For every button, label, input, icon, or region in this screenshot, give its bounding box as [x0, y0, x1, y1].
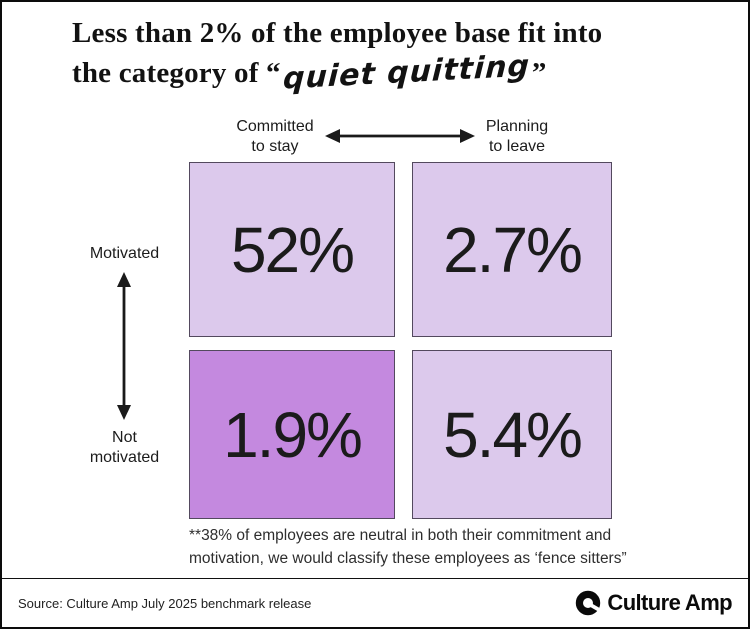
quadrant-notmotivated-committed-highlighted: 1.9%	[189, 350, 395, 519]
quadrant-notmotivated-leaving: 5.4%	[412, 350, 612, 519]
source-text: Source: Culture Amp July 2025 benchmark …	[18, 595, 312, 611]
quadrant-value: 52%	[230, 213, 355, 286]
quote-open: “	[266, 57, 281, 89]
title-line1: Less than 2% of the employee base fit in…	[72, 17, 603, 49]
culture-amp-logo-icon	[576, 590, 602, 616]
title-line2-prefix: the category of	[72, 57, 259, 89]
quadrant-motivated-committed: 52%	[189, 162, 395, 337]
quote-close: ”	[531, 57, 547, 89]
axis-label-committed-to-stay: Committed to stay	[236, 118, 314, 155]
quadrant-value: 5.4%	[443, 398, 583, 471]
axis-label-not-motivated: Not motivated	[89, 429, 160, 466]
axis-label-motivated: Motivated	[89, 245, 160, 262]
horizontal-double-arrow-icon	[325, 129, 475, 143]
culture-amp-logo-text: Culture Amp	[607, 590, 732, 615]
vertical-double-arrow-icon	[117, 272, 131, 420]
quadrant-value: 2.7%	[443, 213, 583, 286]
culture-amp-logo: Culture Amp	[575, 590, 733, 616]
quadrant-value: 1.9%	[223, 398, 363, 471]
footnote: **38% of employees are neutral in both t…	[189, 527, 627, 567]
title-quiet-quitting-script: quiet quitting	[281, 48, 531, 97]
quadrant-motivated-leaving: 2.7%	[412, 162, 612, 337]
page-title: Less than 2% of the employee base fit in…	[72, 14, 692, 97]
footer: Source: Culture Amp July 2025 benchmark …	[2, 578, 748, 627]
axis-label-planning-to-leave: Planning to leave	[485, 118, 549, 155]
